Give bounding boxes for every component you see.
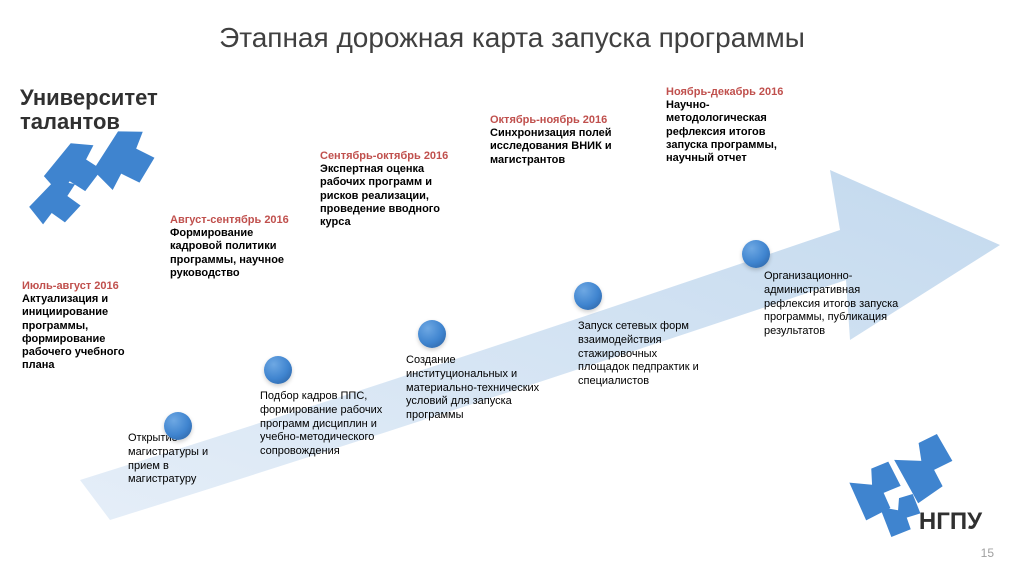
stage-lower-2: Создание институциональных и материально… bbox=[406, 354, 548, 423]
stage-bottom-text-4: Организационно-административная рефлекси… bbox=[764, 270, 914, 339]
stage-date-4: Ноябрь-декабрь 2016 bbox=[666, 86, 806, 99]
stage-lower-3: Запуск сетевых форм взаимодействия стажи… bbox=[578, 320, 708, 389]
stage-bottom-text-1: Подбор кадров ППС, формирование рабочих … bbox=[260, 390, 388, 459]
page-number: 15 bbox=[981, 546, 994, 560]
milestone-circle-3 bbox=[574, 282, 602, 310]
stage-upper-3: Октябрь-ноябрь 2016Синхронизация полей и… bbox=[490, 114, 622, 167]
university-label: Университет талантов bbox=[20, 86, 158, 134]
stage-top-text-4: Научно-методологическая рефлексия итогов… bbox=[666, 99, 806, 165]
stage-bottom-text-0: Открытие магистратуры и прием в магистра… bbox=[128, 432, 220, 487]
stage-upper-1: Август-сентябрь 2016Формирование кадрово… bbox=[170, 214, 298, 280]
stage-bottom-text-2: Создание институциональных и материально… bbox=[406, 354, 548, 423]
stage-upper-0: Июль-август 2016Актуализация и иницииров… bbox=[22, 280, 150, 372]
stage-date-2: Сентябрь-октябрь 2016 bbox=[320, 150, 450, 163]
stage-date-1: Август-сентябрь 2016 bbox=[170, 214, 298, 227]
milestone-circle-4 bbox=[742, 240, 770, 268]
stage-bottom-text-3: Запуск сетевых форм взаимодействия стажи… bbox=[578, 320, 708, 389]
stage-lower-4: Организационно-административная рефлекси… bbox=[764, 270, 914, 339]
stage-top-text-2: Экспертная оценка рабочих программ и рис… bbox=[320, 163, 450, 229]
stage-date-0: Июль-август 2016 bbox=[22, 280, 150, 293]
stage-upper-4: Ноябрь-декабрь 2016Научно-методологическ… bbox=[666, 86, 806, 165]
stage-date-3: Октябрь-ноябрь 2016 bbox=[490, 114, 622, 127]
stage-top-text-3: Синхронизация полей исследования ВНИК и … bbox=[490, 127, 622, 167]
page-title: Этапная дорожная карта запуска программы bbox=[0, 22, 1024, 54]
deco-arrows-bottom-right bbox=[810, 410, 1010, 560]
stage-lower-1: Подбор кадров ППС, формирование рабочих … bbox=[260, 390, 388, 459]
milestone-circle-0 bbox=[164, 412, 192, 440]
stage-top-text-1: Формирование кадровой политики программы… bbox=[170, 227, 298, 280]
stage-upper-2: Сентябрь-октябрь 2016Экспертная оценка р… bbox=[320, 150, 450, 229]
stage-top-text-0: Актуализация и инициирование программы, … bbox=[22, 293, 150, 372]
milestone-circle-1 bbox=[264, 356, 292, 384]
milestone-circle-2 bbox=[418, 320, 446, 348]
npu-label: НГПУ bbox=[919, 508, 982, 536]
stage-lower-0: Открытие магистратуры и прием в магистра… bbox=[128, 432, 220, 487]
